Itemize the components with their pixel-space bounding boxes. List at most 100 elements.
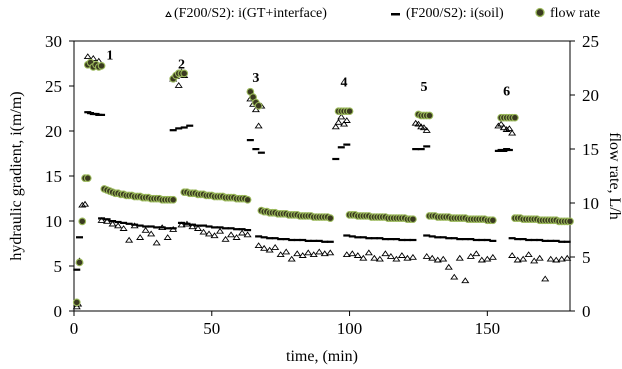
data-point-soil xyxy=(326,240,334,243)
data-point-soil xyxy=(147,225,155,228)
legend-item-soil: (F200/S2): i(soil) xyxy=(391,6,504,21)
data-point-soil xyxy=(158,226,166,229)
data-point-soil xyxy=(478,238,486,242)
data-point-gt-interface xyxy=(477,256,486,263)
axes xyxy=(69,40,575,316)
series-0 xyxy=(72,53,572,310)
data-point-gt-interface xyxy=(80,200,90,207)
data-point-gt-interface xyxy=(386,253,395,259)
data-point-soil xyxy=(514,238,522,241)
y-tick-label-left: 20 xyxy=(45,122,62,141)
data-point-soil xyxy=(536,238,544,242)
legend-circle-icon xyxy=(535,7,545,18)
data-point-soil xyxy=(277,238,285,241)
data-point-soil xyxy=(205,225,213,228)
stage-labels: 1 2 3 4 5 6 xyxy=(106,49,510,100)
data-point-soil xyxy=(519,238,527,241)
data-point-gt-interface xyxy=(334,118,343,125)
y-tick-label-left: 0 xyxy=(54,302,63,321)
data-point-flow-rate xyxy=(409,215,417,224)
data-point-flow-rate xyxy=(75,258,84,267)
data-point-gt-interface xyxy=(563,254,572,261)
data-point-gt-interface xyxy=(193,225,203,231)
data-point-gt-interface xyxy=(243,231,252,238)
data-point-gt-interface xyxy=(221,235,230,242)
data-point-soil xyxy=(547,239,555,242)
data-point-gt-interface xyxy=(136,234,145,240)
data-point-gt-interface xyxy=(315,248,324,255)
data-point-soil xyxy=(423,145,431,148)
data-point-soil xyxy=(450,237,458,240)
y-tick-label-left: 25 xyxy=(45,77,62,96)
data-point-gt-interface xyxy=(375,255,384,262)
data-point-gt-interface xyxy=(271,244,280,250)
data-point-gt-interface xyxy=(215,227,225,234)
data-point-gt-interface xyxy=(114,222,123,229)
data-point-gt-interface xyxy=(260,244,269,251)
data-point-gt-interface xyxy=(163,234,172,240)
data-point-flow-rate xyxy=(511,113,519,122)
data-point-soil xyxy=(186,124,194,127)
data-point-soil xyxy=(500,149,508,152)
data-point-soil xyxy=(293,238,301,242)
data-point-soil xyxy=(332,157,340,161)
data-point-gt-interface xyxy=(541,275,550,282)
data-point-soil xyxy=(552,239,560,242)
data-point-soil xyxy=(423,234,431,237)
data-point-gt-interface xyxy=(320,250,329,257)
data-point-soil xyxy=(417,148,425,151)
data-point-gt-interface xyxy=(546,255,555,262)
y-tick-label-right: 15 xyxy=(582,140,599,159)
data-point-soil xyxy=(467,238,475,241)
data-point-flow-rate xyxy=(254,101,263,110)
data-point-gt-interface xyxy=(397,252,406,258)
data-point-gt-interface xyxy=(342,117,351,123)
plot-frame xyxy=(73,40,571,312)
data-point-flow-rate xyxy=(72,298,81,307)
data-point-gt-interface xyxy=(557,255,566,262)
x-tick-label: 0 xyxy=(70,319,79,338)
data-point-gt-interface xyxy=(232,234,241,240)
y-tick-label-right: 25 xyxy=(582,32,599,51)
data-point-gt-interface xyxy=(488,253,497,260)
data-point-gt-interface xyxy=(141,226,150,233)
data-point-soil xyxy=(73,268,81,271)
data-point-gt-interface xyxy=(238,229,247,236)
data-point-flow-rate xyxy=(488,216,497,225)
data-point-soil xyxy=(227,227,235,230)
stage-label: 5 xyxy=(420,80,427,95)
data-point-gt-interface xyxy=(130,222,139,229)
data-point-gt-interface xyxy=(422,127,431,133)
data-point-gt-interface xyxy=(304,249,313,256)
stage-label: 3 xyxy=(252,71,259,86)
data-point-soil xyxy=(98,113,106,116)
data-point-gt-interface xyxy=(499,124,508,131)
legend-label-gt-interface: (F200/S2): i(GT+interface) xyxy=(174,6,327,21)
data-point-gt-interface xyxy=(188,223,197,230)
data-point-soil xyxy=(131,223,139,226)
data-point-flow-rate xyxy=(345,107,354,116)
data-point-gt-interface xyxy=(282,248,291,255)
data-point-flow-rate xyxy=(425,111,434,120)
data-point-gt-interface xyxy=(152,239,161,246)
data-point-soil xyxy=(354,236,362,239)
data-point-soil xyxy=(76,236,84,239)
data-point-soil xyxy=(483,238,491,242)
y-tick-label-left: 5 xyxy=(54,257,63,276)
data-point-gt-interface xyxy=(83,53,92,60)
data-point-soil xyxy=(403,238,411,242)
plot-area xyxy=(72,53,574,310)
data-point-flow-rate xyxy=(326,214,335,222)
data-point-gt-interface xyxy=(428,254,437,261)
data-point-gt-interface xyxy=(125,236,134,243)
data-point-gt-interface xyxy=(483,255,492,262)
data-point-gt-interface xyxy=(422,253,431,259)
data-point-gt-interface xyxy=(519,255,528,262)
data-point-soil xyxy=(255,235,263,238)
y-tick-label-right: 0 xyxy=(582,302,591,321)
data-point-soil xyxy=(304,239,312,242)
data-point-soil xyxy=(175,127,183,130)
data-point-soil xyxy=(563,240,571,243)
legend-triangle-icon xyxy=(165,10,172,17)
